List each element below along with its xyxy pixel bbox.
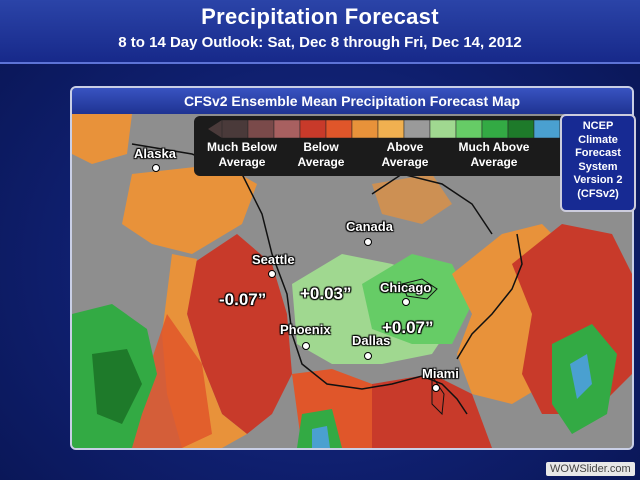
ncep-line-3: Forecast	[575, 147, 621, 159]
orange-zone-alaska-coast	[122, 164, 257, 254]
legend-arrow-left	[208, 120, 222, 138]
green-zone-great-lakes	[362, 254, 472, 344]
legend-swatch	[455, 120, 483, 138]
page-title: Precipitation Forecast	[201, 4, 439, 29]
legend-label-much-above: Much Above Average	[458, 140, 530, 169]
legend-swatch	[507, 120, 535, 138]
legend-swatch	[273, 120, 301, 138]
city-label-chicago: Chicago	[380, 280, 432, 295]
blue-zone-atlantic	[570, 354, 592, 399]
city-label-canada: Canada	[346, 219, 393, 234]
great-lakes-outline	[401, 278, 438, 300]
forecast-map-panel: CFSv2 Ensemble Mean Precipitation Foreca…	[70, 86, 634, 450]
ncep-line-6: (CFSv2)	[577, 187, 619, 200]
legend-swatch	[403, 120, 431, 138]
dark-green-zone-pacific	[92, 349, 142, 424]
ncep-line-4: System	[578, 160, 618, 173]
city-dot-miami	[432, 384, 440, 392]
ncep-line-5: Version 2	[573, 174, 623, 186]
legend-swatch	[221, 120, 249, 138]
red-zone-gulf	[372, 374, 492, 448]
city-dot-alaska	[152, 164, 160, 172]
legend-label-much-below: Much Below Average	[206, 140, 277, 169]
orange-zone-canada	[372, 174, 452, 224]
city-dot-phoenix	[302, 342, 310, 350]
city-label-dallas: Dallas	[352, 333, 391, 348]
legend-swatch	[247, 120, 275, 138]
city-label-miami: Miami	[422, 366, 459, 381]
florida-outline	[431, 374, 445, 416]
city-dot-dallas	[364, 352, 372, 360]
page-subtitle: 8 to 14 Day Outlook: Sat, Dec 8 through …	[118, 34, 522, 51]
watermark: WOWSlider.com	[546, 462, 635, 476]
orange-zone-south-pacific	[122, 314, 212, 448]
blue-zone-mexico	[312, 426, 330, 448]
legend-swatch	[481, 120, 509, 138]
legend-label-above: Above Average	[381, 140, 429, 169]
legend-swatch	[429, 120, 457, 138]
value-central: +0.03”	[300, 284, 352, 303]
city-label-alaska: Alaska	[134, 146, 176, 161]
legend-swatch	[377, 120, 405, 138]
value-west: -0.07”	[219, 290, 267, 309]
orange-zone-pacific-north	[72, 114, 132, 164]
ncep-info-box: NCEP Climate Forecast System Version 2 (…	[560, 114, 636, 212]
legend-swatch	[325, 120, 353, 138]
city-dot-seattle	[268, 270, 276, 278]
legend-color-bar	[208, 120, 600, 138]
ncep-line-1: NCEP	[582, 120, 614, 132]
red-zone-west-coast	[187, 234, 292, 434]
city-label-seattle: Seattle	[252, 252, 295, 267]
value-east: +0.07”	[382, 318, 434, 337]
legend-swatch	[533, 120, 561, 138]
ncep-line-2: Climate	[578, 133, 618, 146]
map-legend: Much Below Average Below Average Above A…	[194, 116, 614, 176]
slide-header: Precipitation Forecast 8 to 14 Day Outlo…	[0, 0, 640, 64]
legend-swatch	[351, 120, 379, 138]
city-label-phoenix: Phoenix	[280, 322, 331, 337]
city-dot-canada	[364, 238, 372, 246]
map-title: CFSv2 Ensemble Mean Precipitation Foreca…	[72, 88, 632, 114]
legend-swatch	[299, 120, 327, 138]
city-dot-chicago	[402, 298, 410, 306]
legend-label-below: Below Average	[297, 140, 345, 169]
